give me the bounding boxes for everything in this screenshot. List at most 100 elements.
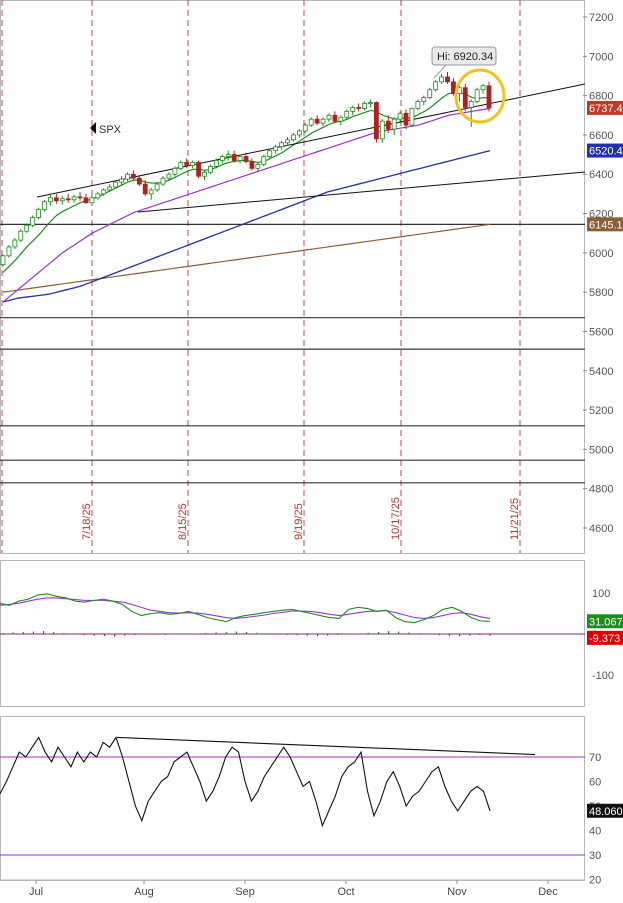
momentum-value-tag bbox=[587, 614, 623, 629]
momentum-axis-tick-label: -100 bbox=[592, 670, 614, 682]
candle-body bbox=[468, 101, 474, 108]
momentum-value-tag bbox=[587, 630, 623, 645]
candle-body bbox=[267, 150, 273, 157]
candle-body bbox=[362, 103, 367, 109]
candle-body bbox=[36, 209, 41, 218]
rsi-axis-tick-label: 60 bbox=[589, 777, 601, 789]
x-axis-month-label: Aug bbox=[134, 886, 154, 898]
candle-body bbox=[344, 110, 350, 118]
x-axis-month-label: Nov bbox=[447, 886, 467, 898]
x-axis-month-label: Sep bbox=[235, 886, 255, 898]
candle-body bbox=[53, 197, 59, 202]
ma-50-line bbox=[2, 107, 491, 303]
rsi-trendline bbox=[116, 736, 536, 756]
candle-body bbox=[391, 118, 397, 130]
candle-body bbox=[119, 178, 124, 183]
highlight-circle bbox=[454, 68, 506, 124]
candle-body bbox=[83, 197, 89, 204]
rsi-axis-tick-label: 40 bbox=[589, 826, 601, 838]
candle-body bbox=[421, 97, 427, 102]
candle-body bbox=[6, 246, 12, 257]
candle-body bbox=[332, 114, 338, 122]
price-axis-tick-label: 6000 bbox=[589, 248, 613, 260]
candle-body bbox=[95, 193, 101, 199]
price-axis-tick-label: 6800 bbox=[589, 91, 613, 103]
candle-body bbox=[415, 101, 421, 109]
candle-body bbox=[12, 239, 18, 248]
candle-body bbox=[30, 217, 36, 226]
candle-body bbox=[273, 146, 279, 152]
date-marker-label: 8/15/25 bbox=[177, 503, 189, 540]
candle-body bbox=[130, 173, 136, 179]
high-annotation-label: Hi: 6920.34 bbox=[437, 51, 493, 63]
candle-body bbox=[403, 112, 409, 126]
candle-body bbox=[225, 154, 231, 157]
price-tag bbox=[587, 100, 623, 115]
candle-body bbox=[48, 197, 53, 203]
candle-body bbox=[208, 165, 213, 173]
candle-body bbox=[0, 255, 6, 266]
price-axis-tick-label: 7000 bbox=[589, 51, 613, 63]
candle-body bbox=[433, 81, 439, 91]
candle-body bbox=[166, 173, 172, 179]
candle-body bbox=[445, 76, 450, 83]
candle-body bbox=[409, 107, 415, 126]
price-axis-tick-label: 7200 bbox=[589, 12, 613, 24]
price-axis-tick-label: 4800 bbox=[589, 484, 613, 496]
ma-200-line bbox=[2, 223, 491, 293]
candle-body bbox=[255, 164, 261, 169]
rsi-line bbox=[0, 736, 491, 828]
candle-body bbox=[397, 112, 403, 120]
rsi-value-tag bbox=[587, 803, 623, 818]
date-marker-label: 11/21/25 bbox=[509, 498, 521, 540]
candle-body bbox=[338, 116, 344, 122]
date-marker-label: 9/19/25 bbox=[293, 503, 305, 540]
price-axis-tick-label: 5400 bbox=[589, 366, 613, 378]
candle-body bbox=[486, 85, 492, 109]
candle-body bbox=[71, 196, 77, 201]
candle-body bbox=[213, 160, 219, 167]
candle-body bbox=[326, 114, 332, 120]
price-axis-tick-label: 5600 bbox=[589, 326, 613, 338]
candle-body bbox=[172, 167, 178, 175]
candle-body bbox=[480, 85, 486, 91]
price-axis-tick-label: 5200 bbox=[589, 405, 613, 417]
candle-body bbox=[89, 197, 95, 204]
candle-body bbox=[320, 118, 326, 124]
candle-body bbox=[379, 120, 385, 140]
rsi-axis-tick-label: 30 bbox=[589, 850, 601, 862]
price-panel bbox=[0, 0, 585, 554]
candle-body bbox=[291, 134, 296, 141]
candle-body bbox=[356, 107, 362, 109]
candle-body bbox=[462, 87, 468, 108]
rsi-axis-tick-label: 20 bbox=[589, 875, 601, 887]
x-axis-month-label: Dec bbox=[538, 886, 558, 898]
high-annotation-box bbox=[431, 46, 497, 66]
price-axis-tick-label: 5000 bbox=[589, 444, 613, 456]
momentum-main-line bbox=[0, 593, 491, 624]
candle-body bbox=[261, 156, 267, 165]
candle-body bbox=[231, 154, 237, 161]
candle-body bbox=[77, 196, 83, 199]
candle-body bbox=[184, 162, 190, 166]
candle-body bbox=[373, 102, 379, 140]
symbol-label: SPX bbox=[99, 124, 122, 136]
candle-body bbox=[249, 161, 255, 169]
candle-body bbox=[350, 107, 356, 112]
candle-body bbox=[368, 102, 373, 104]
price-tag bbox=[587, 143, 623, 158]
x-axis-month-label: Jul bbox=[29, 886, 43, 898]
price-tag bbox=[587, 217, 623, 232]
candle-body bbox=[302, 124, 308, 132]
price-axis-tick-label: 6600 bbox=[589, 130, 613, 142]
momentum-value-label: 31.067 bbox=[589, 616, 623, 628]
rsi-value-label: 48.060 bbox=[589, 806, 623, 818]
candle-body bbox=[42, 201, 47, 211]
candle-body bbox=[451, 81, 456, 95]
candle-body bbox=[296, 130, 302, 136]
momentum-signal-line bbox=[0, 597, 491, 619]
rsi-panel bbox=[0, 716, 585, 881]
candle-body bbox=[59, 198, 65, 202]
candle-body bbox=[148, 189, 154, 195]
price-tag-label: 6520.4 bbox=[589, 146, 623, 158]
